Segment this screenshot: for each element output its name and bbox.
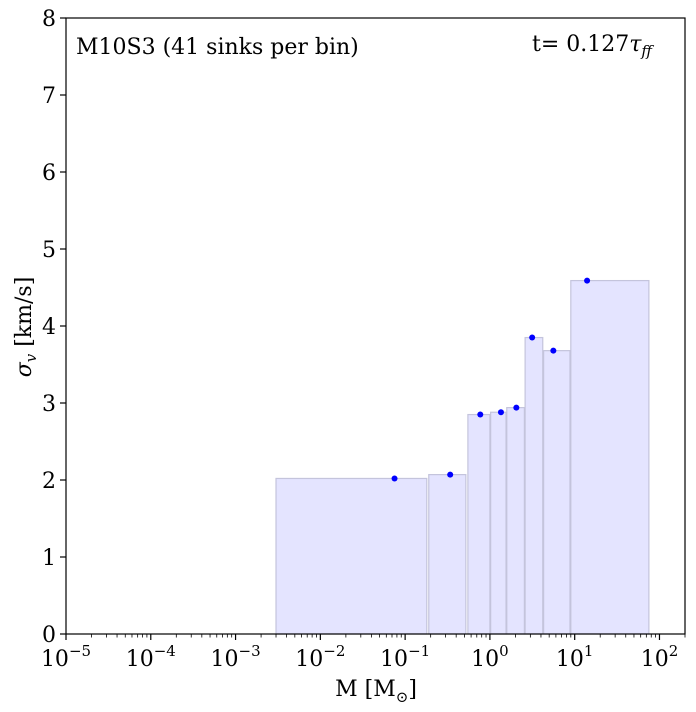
- bin-bar-5: [506, 407, 525, 635]
- y-tick-label-3: 3: [42, 392, 56, 417]
- data-point-8: [584, 277, 591, 284]
- data-point-2: [447, 471, 454, 478]
- x-tick-label-exponent-3: −2: [323, 642, 345, 660]
- x-tick-label-6: 101: [556, 642, 594, 672]
- x-tick-label-exponent-5: 0: [499, 642, 509, 660]
- y-tick-label-0: 0: [42, 623, 56, 648]
- x-tick-label-0: 10−5: [41, 642, 91, 672]
- x-tick-label-1: 10−4: [126, 642, 176, 672]
- time-annotation-subscript: ff: [640, 42, 654, 60]
- x-tick-label-exponent-1: −4: [154, 642, 176, 660]
- bin-bar-3: [467, 413, 491, 635]
- y-axis-label: σv [km/s]: [12, 277, 40, 378]
- x-tick-label-base-1: 10: [126, 647, 154, 672]
- x-axis-label-main: M [M: [335, 677, 396, 702]
- x-tick-label-base-4: 10: [380, 647, 408, 672]
- data-point-3: [477, 411, 484, 418]
- x-tick-label-7: 102: [641, 642, 679, 672]
- bin-bar-2: [428, 474, 467, 635]
- time-annotation: t= 0.127τff: [532, 32, 654, 60]
- x-axis-label: M [M⊙]: [335, 677, 417, 706]
- x-tick-label-base-5: 10: [471, 647, 499, 672]
- x-tick-label-5: 100: [471, 642, 509, 672]
- bin-bar-8: [570, 279, 650, 635]
- bin-bar-1: [275, 477, 428, 635]
- data-point-4: [497, 409, 504, 416]
- bin-bar-4: [490, 411, 507, 635]
- y-tick-label-2: 2: [42, 469, 56, 494]
- x-tick-label-base-3: 10: [295, 647, 323, 672]
- time-annotation-text: t= 0.127: [532, 32, 629, 57]
- x-axis-label-subscript: ⊙: [396, 688, 409, 706]
- x-tick-label-exponent-6: 1: [584, 642, 594, 660]
- bin-bar-6: [524, 336, 544, 635]
- y-tick-label-1: 1: [42, 546, 56, 571]
- y-tick-label-4: 4: [42, 315, 56, 340]
- x-tick-label-base-2: 10: [211, 647, 239, 672]
- data-point-1: [391, 475, 398, 482]
- x-tick-label-exponent-4: −1: [408, 642, 430, 660]
- data-point-5: [513, 404, 520, 411]
- points-layer: [391, 277, 591, 482]
- x-tick-label-base-0: 10: [41, 647, 69, 672]
- x-tick-label-base-7: 10: [641, 647, 669, 672]
- x-tick-label-exponent-0: −5: [69, 642, 91, 660]
- x-axis-label-close: ]: [408, 677, 417, 702]
- data-point-6: [529, 334, 536, 341]
- y-tick-label-8: 8: [42, 7, 56, 32]
- x-tick-label-exponent-7: 2: [669, 642, 679, 660]
- y-tick-label-6: 6: [42, 161, 56, 186]
- data-point-7: [550, 347, 557, 354]
- y-tick-label-5: 5: [42, 238, 56, 263]
- time-annotation-tau: τ: [629, 32, 642, 57]
- bars-layer: [275, 279, 650, 635]
- x-tick-label-exponent-2: −3: [239, 642, 261, 660]
- x-tick-label-4: 10−1: [380, 642, 430, 672]
- x-tick-label-2: 10−3: [211, 642, 261, 672]
- y-axis-label-subscript: v: [22, 353, 40, 362]
- sink-count-annotation: M10S3 (41 sinks per bin): [76, 35, 359, 60]
- y-tick-label-7: 7: [42, 84, 56, 109]
- y-axis-label-unit: [km/s]: [12, 277, 37, 354]
- y-axis-label-sigma: σ: [12, 361, 37, 377]
- x-tick-label-base-6: 10: [556, 647, 584, 672]
- bin-bar-7: [543, 350, 571, 635]
- x-tick-label-3: 10−2: [295, 642, 345, 672]
